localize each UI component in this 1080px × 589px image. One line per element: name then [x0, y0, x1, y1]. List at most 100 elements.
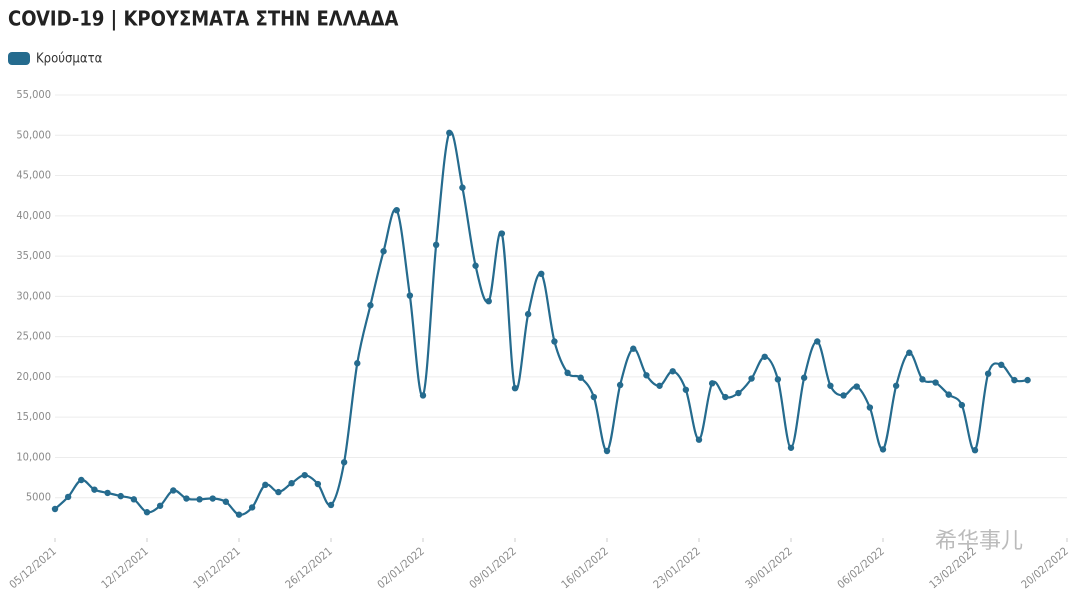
- data-point: [262, 481, 269, 489]
- data-point: [1024, 376, 1031, 384]
- data-point: [695, 436, 703, 443]
- chart-title: COVID-19 | ΚΡΟΥΣΜΑΤΑ ΣΤΗΝ ΕΛΛΑΔΑ: [8, 7, 398, 31]
- data-point: [314, 480, 322, 488]
- y-tick-label: 45,000: [16, 169, 51, 182]
- data-point: [603, 447, 611, 455]
- data-point: [380, 248, 387, 255]
- y-tick-label: 30,000: [16, 289, 51, 302]
- y-tick-label: 15,000: [16, 410, 51, 423]
- x-tick-label: 19/12/2021: [191, 545, 243, 589]
- data-point: [827, 382, 834, 389]
- data-point: [235, 511, 243, 518]
- data-point: [170, 487, 177, 494]
- data-point: [117, 492, 124, 500]
- data-point: [551, 338, 558, 345]
- data-point: [406, 292, 414, 299]
- data-point: [643, 372, 650, 379]
- legend-swatch: [8, 52, 30, 65]
- data-point: [91, 486, 98, 493]
- data-point: [393, 206, 400, 214]
- data-point: [735, 389, 742, 397]
- data-point: [1011, 376, 1018, 384]
- data-point: [906, 349, 913, 356]
- data-point: [419, 392, 427, 399]
- data-point: [78, 476, 85, 484]
- data-point: [722, 393, 729, 401]
- data-point: [51, 505, 59, 513]
- y-tick-label: 35,000: [16, 249, 51, 262]
- data-point: [971, 447, 979, 454]
- data-point: [538, 270, 545, 278]
- data-point: [248, 504, 256, 511]
- data-point: [800, 374, 808, 381]
- x-tick-label: 20/02/2022: [1019, 545, 1071, 589]
- data-point: [998, 361, 1005, 369]
- data-point: [958, 401, 966, 409]
- data-point: [156, 502, 164, 509]
- data-point: [209, 495, 216, 502]
- y-tick-label: 25,000: [16, 330, 51, 343]
- data-point: [708, 380, 716, 387]
- legend-label: Κρούσματα: [36, 52, 103, 67]
- data-point: [340, 459, 348, 466]
- data-point: [432, 241, 440, 249]
- data-point: [616, 381, 624, 389]
- data-point: [682, 386, 690, 393]
- data-point: [892, 382, 900, 389]
- data-point: [879, 446, 887, 453]
- data-point: [183, 495, 190, 502]
- data-point: [748, 375, 755, 382]
- y-tick-label: 5000: [26, 491, 51, 504]
- x-tick-label: 23/01/2022: [651, 545, 703, 589]
- watermark: 希华事儿: [935, 529, 1023, 554]
- x-tick-label: 12/12/2021: [99, 545, 151, 589]
- data-point: [222, 498, 230, 505]
- data-point: [577, 374, 584, 381]
- data-point: [288, 480, 295, 487]
- data-point: [446, 129, 453, 137]
- data-point: [919, 376, 926, 383]
- data-point: [866, 404, 874, 411]
- data-point: [853, 383, 860, 390]
- data-point: [327, 501, 335, 509]
- data-point: [143, 509, 151, 516]
- y-tick-label: 10,000: [16, 450, 51, 463]
- y-tick-label: 40,000: [16, 209, 51, 222]
- data-point: [932, 379, 939, 386]
- data-point: [630, 345, 637, 352]
- data-point: [761, 353, 768, 360]
- x-tick-label: 26/12/2021: [283, 545, 335, 589]
- data-point: [367, 302, 374, 309]
- data-point: [64, 493, 72, 501]
- data-point: [498, 230, 506, 237]
- y-tick-label: 20,000: [16, 370, 51, 383]
- x-tick-label: 16/01/2022: [559, 545, 611, 589]
- data-point: [524, 310, 532, 318]
- data-point: [130, 496, 138, 503]
- data-point: [485, 297, 492, 305]
- y-tick-label: 55,000: [16, 88, 51, 101]
- data-point: [354, 360, 361, 367]
- data-point: [590, 393, 598, 401]
- x-tick-label: 09/01/2022: [467, 545, 519, 589]
- data-point: [669, 368, 676, 375]
- data-point: [459, 184, 466, 191]
- data-point: [104, 489, 111, 497]
- data-point: [511, 384, 519, 392]
- x-tick-label: 05/12/2021: [7, 545, 59, 589]
- x-tick-label: 06/02/2022: [835, 545, 887, 589]
- x-tick-label: 30/01/2022: [743, 545, 795, 589]
- data-point: [472, 262, 479, 269]
- data-point: [196, 496, 203, 503]
- data-point: [814, 338, 821, 345]
- x-tick-label: 02/01/2022: [375, 545, 427, 589]
- data-point: [787, 444, 795, 451]
- y-tick-label: 50,000: [16, 128, 51, 141]
- data-point: [656, 382, 663, 389]
- data-point: [984, 370, 992, 377]
- data-point: [774, 376, 782, 383]
- data-point: [840, 392, 847, 399]
- data-point: [945, 391, 952, 398]
- data-point: [301, 471, 308, 479]
